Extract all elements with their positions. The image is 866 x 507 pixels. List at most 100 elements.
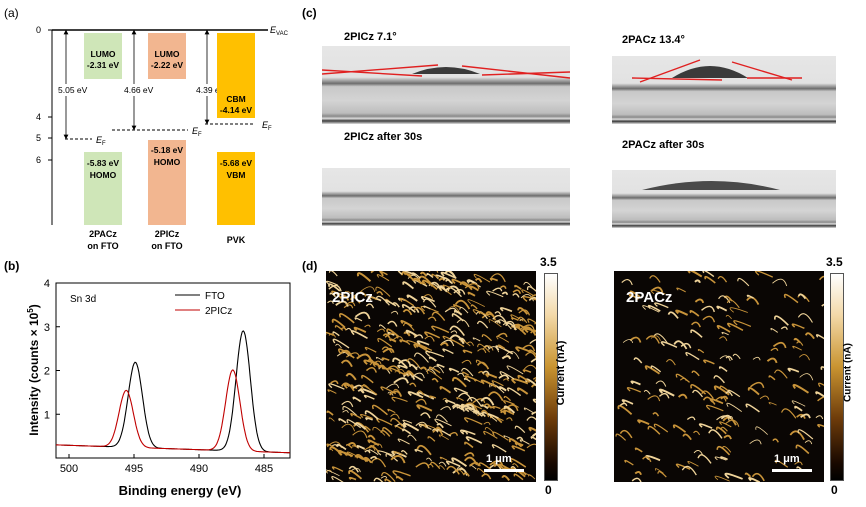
current-speckle: [772, 278, 788, 287]
current-speckle: [719, 355, 731, 362]
current-speckle: [747, 386, 760, 396]
current-speckle: [716, 324, 731, 333]
current-speckle: [506, 417, 513, 421]
current-speckle: [629, 290, 641, 298]
current-speckle: [619, 402, 628, 407]
current-speckle: [787, 367, 800, 373]
current-speckle: [531, 432, 536, 437]
current-speckle: [402, 281, 414, 290]
current-speckle: [523, 364, 536, 370]
current-speckle: [451, 313, 464, 322]
current-speckle: [751, 472, 765, 482]
current-speckle: [698, 423, 713, 429]
current-speckle: [724, 472, 743, 480]
current-speckle: [375, 286, 391, 297]
current-speckle: [794, 405, 803, 412]
current-speckle: [382, 427, 393, 435]
current-speckle: [387, 320, 398, 327]
vbm-box-pvk: [217, 152, 255, 225]
current-speckle: [393, 377, 409, 384]
current-speckle: [794, 461, 803, 466]
y-tick-6: 6: [36, 155, 41, 165]
x-tick-label: 485: [255, 463, 273, 475]
current-speckle: [410, 372, 425, 379]
current-speckle: [393, 336, 404, 341]
current-speckle: [526, 443, 536, 449]
y-axis-label: Intensity (counts × 105): [26, 304, 41, 435]
scale-bar: [772, 469, 812, 472]
current-speckle: [704, 275, 716, 284]
current-speckle: [708, 429, 723, 439]
colorbar-2: [830, 273, 844, 481]
tangent-line: [322, 69, 423, 77]
current-speckle: [376, 291, 384, 296]
current-speckle: [425, 350, 445, 358]
current-speckle: [467, 299, 485, 308]
current-speckle: [431, 273, 440, 279]
current-speckle: [729, 307, 748, 313]
current-speckle: [528, 474, 536, 480]
current-speckle: [416, 340, 430, 346]
current-speckle: [369, 361, 382, 369]
current-speckle: [341, 423, 356, 432]
current-speckle: [459, 306, 469, 314]
current-speckle: [733, 320, 752, 328]
current-speckle: [331, 290, 344, 296]
current-speckle: [451, 457, 468, 467]
current-speckle: [467, 279, 478, 285]
homo-label-1: HOMO: [90, 170, 117, 180]
current-speckle: [697, 454, 712, 464]
current-speckle: [336, 443, 347, 451]
current-speckle: [449, 325, 465, 336]
legend-label-2picz: 2PICz: [205, 306, 232, 317]
current-speckle: [429, 461, 441, 470]
current-speckle: [817, 396, 824, 402]
current-speckle: [453, 304, 462, 309]
current-speckle: [774, 315, 789, 326]
current-speckle: [475, 359, 487, 367]
current-speckle: [650, 335, 661, 341]
material-name-2: 2PICz: [155, 229, 180, 239]
current-speckle: [687, 271, 703, 278]
caption-2pacz-30s: 2PACz after 30s: [622, 139, 705, 151]
current-speckle: [387, 408, 396, 414]
current-speckle: [368, 445, 380, 453]
current-speckle: [621, 279, 633, 286]
current-speckle: [353, 421, 370, 433]
current-speckle: [348, 465, 359, 473]
contact-angle-image-2pacz: [612, 56, 836, 124]
current-speckle: [397, 438, 410, 445]
current-speckle: [821, 303, 824, 307]
current-speckle: [755, 271, 774, 278]
current-speckle: [436, 363, 445, 368]
current-speckle: [655, 380, 667, 387]
current-speckle: [457, 372, 465, 377]
current-speckle: [515, 346, 532, 354]
current-speckle: [694, 279, 701, 284]
current-speckle: [342, 410, 349, 414]
current-speckle: [727, 415, 734, 419]
current-speckle: [364, 449, 371, 454]
current-speckle: [817, 424, 824, 428]
current-speckle: [367, 434, 376, 441]
current-speckle: [815, 415, 824, 420]
current-speckle: [528, 426, 536, 432]
current-speckle: [328, 333, 336, 338]
current-speckle: [361, 385, 378, 396]
current-speckle: [798, 354, 810, 361]
current-speckle: [818, 382, 824, 387]
current-speckle: [491, 444, 507, 453]
current-speckle: [649, 275, 661, 283]
current-speckle: [721, 332, 729, 336]
current-speckle: [800, 413, 811, 419]
current-speckle: [361, 374, 374, 384]
current-speckle: [675, 373, 690, 383]
current-speckle: [424, 335, 435, 342]
current-speckle: [658, 392, 670, 399]
current-speckle: [329, 446, 343, 456]
current-speckle: [516, 387, 529, 395]
current-speckle: [332, 338, 350, 349]
current-speckle: [386, 383, 400, 389]
current-speckle: [497, 332, 508, 338]
current-speckle: [685, 352, 700, 361]
